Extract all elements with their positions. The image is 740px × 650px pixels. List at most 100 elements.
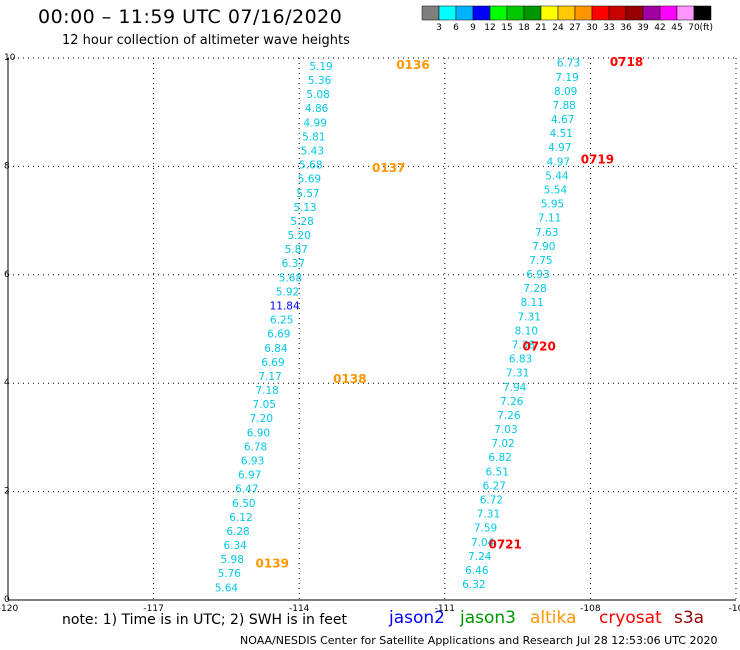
legend-entry-cryosat: cryosat [599,608,662,628]
data-point-label: 7.88 [552,100,575,112]
data-point-label: 7.31 [506,368,529,380]
colorbar-swatch [591,5,610,21]
data-point-label: 7.03 [494,424,517,436]
colorbar-swatch [676,5,695,21]
data-point-label: 6.69 [261,357,284,369]
data-point-label: 7.90 [532,241,555,253]
data-point-label: 7.31 [477,509,500,521]
data-point-label: 4.67 [551,114,574,126]
data-point-label: 6.93 [241,456,264,468]
data-point-label: 5.68 [279,272,302,284]
time-label: 0718 [610,55,643,69]
data-point-label: 7.59 [474,523,497,535]
colorbar-label: 15 [501,23,512,33]
colorbar-label: 36 [620,23,632,33]
data-point-label: 6.37 [282,258,305,270]
time-label: 0136 [396,58,429,72]
colorbar-label: 9 [470,23,476,33]
data-point-label: 6.27 [483,480,506,492]
colorbar-swatch [438,5,457,21]
footer-timestamp: Jul 28 12:53:06 UTC 2020 [577,634,718,647]
y-tick-label: 8 [4,161,10,171]
time-label: 0137 [372,161,405,175]
data-point-label: 5.20 [288,230,311,242]
data-point-label: 7.31 [518,311,541,323]
colorbar-swatch [421,5,440,21]
legend-entry-jason2: jason2 [389,608,445,628]
data-point-label: 11.84 [270,300,300,312]
data-point-label: 8.11 [520,297,543,309]
data-point-label: 7.94 [503,382,527,394]
data-point-label: 5.95 [541,199,564,211]
data-point-label: 5.08 [306,89,329,101]
data-point-label: 7.17 [258,371,281,383]
data-point-label: 6.28 [226,526,249,538]
data-point-label: 8.09 [554,86,577,98]
data-point-label: 6.51 [486,466,509,478]
data-point-label: 7.75 [529,255,552,267]
page-subtitle: 12 hour collection of altimeter wave hei… [62,33,350,48]
time-label: 0721 [488,538,521,552]
data-point-label: 5.76 [218,568,242,580]
colorbar-swatch [659,5,678,21]
footer-note: note: 1) Time is in UTC; 2) SWH is in fe… [62,612,348,628]
data-point-label: 5.98 [221,554,244,566]
data-point-label: 5.92 [276,286,299,298]
y-tick-label: 0 [4,595,10,605]
data-point-label: 7.05 [253,399,276,411]
colorbar-unit: (ft) [699,23,713,33]
data-point-label: 5.68 [299,160,322,172]
colorbar-swatch [540,5,559,21]
data-point-label: 4.51 [550,128,573,140]
x-tick-label: -120 [0,604,18,614]
data-point-label: 6.90 [247,427,270,439]
data-point-label: 6.82 [488,452,511,464]
colorbar-label: 27 [569,23,580,33]
time-label: 0139 [256,556,289,570]
data-point-label: 6.50 [232,498,255,510]
colorbar-swatch [455,5,474,21]
data-point-label: 5.69 [298,174,321,186]
colorbar-label: 21 [535,23,546,33]
data-point-label: 7.38 [512,340,535,352]
colorbar-label: 42 [654,23,665,33]
colorbar-swatch [472,5,491,21]
data-point-label: 7.63 [535,227,558,239]
data-point-label: 5.54 [544,185,568,197]
legend-entry-jason3: jason3 [460,608,516,628]
legend-entry-s3a: s3a [674,608,705,628]
data-point-label: 7.04 [471,537,495,549]
data-point-label: 5.13 [293,202,316,214]
page-title: 00:00 – 11:59 UTC 07/16/2020 [38,6,343,28]
colorbar-swatch [642,5,661,21]
data-point-label: 6.69 [267,329,290,341]
colorbar-label: 39 [637,23,649,33]
data-point-label: 5.64 [215,582,239,594]
time-label: 0138 [333,372,366,386]
colorbar-label: 3 [436,23,442,33]
data-point-label: 7.28 [523,283,546,295]
data-point-label: 5.81 [302,131,325,143]
data-point-label: 7.18 [255,385,278,397]
colorbar-label: 18 [518,23,530,33]
data-point-label: 5.57 [296,188,319,200]
data-point-label: 4.97 [547,156,570,168]
data-point-label: 5.87 [285,244,308,256]
data-point-label: 5.44 [545,170,569,182]
data-point-label: 6.34 [223,540,247,552]
data-point-label: 5.19 [309,61,332,73]
data-point-label: 6.97 [238,470,261,482]
colorbar-label: 70 [688,23,700,33]
data-point-label: 6.47 [235,484,258,496]
colorbar-swatch [574,5,593,21]
colorbar-label: 12 [484,23,495,33]
data-point-label: 7.26 [500,396,524,408]
colorbar-swatch [557,5,576,21]
data-point-label: 6.83 [509,354,532,366]
data-point-label: 8.10 [515,325,538,337]
data-point-label: 5.43 [301,145,324,157]
colorbar-label: 30 [586,23,598,33]
x-tick-label: -114 [289,604,310,614]
data-point-label: 7.11 [538,213,561,225]
